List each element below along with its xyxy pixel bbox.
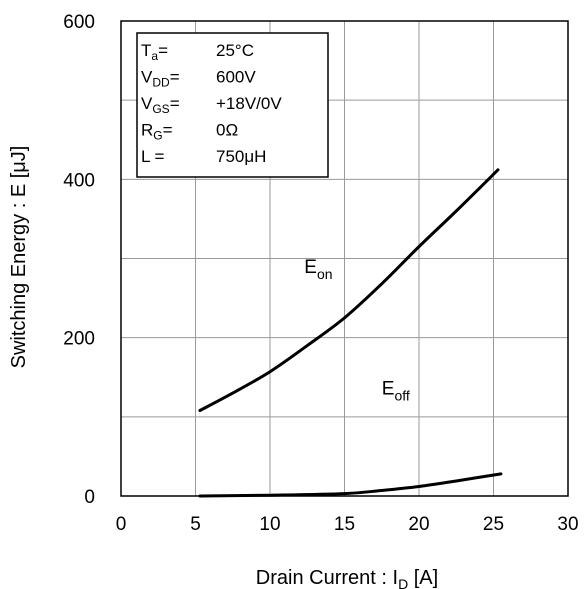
y-tick-label: 600 xyxy=(63,12,95,33)
condition-label: VGS= xyxy=(141,94,180,116)
x-tick-label: 25 xyxy=(483,514,504,535)
condition-label: L = xyxy=(141,147,165,166)
condition-label: RG= xyxy=(141,121,173,143)
series-line-eon xyxy=(198,168,500,412)
series-label-eon: Eon xyxy=(304,257,332,282)
condition-value: 600V xyxy=(216,68,256,87)
x-axis-ticks: 0 5 10 15 20 25 30 xyxy=(116,514,579,535)
x-tick-label: 5 xyxy=(190,514,201,535)
x-tick-label: 20 xyxy=(408,514,429,535)
plot-frame xyxy=(120,20,569,497)
y-axis-ticks: 0 200 400 600 xyxy=(63,12,95,508)
conditions-box: Ta= 25°C VDD= 600V VGS= +18V/0V RG= 0Ω L = 750μH xyxy=(136,32,329,178)
y-tick-label: 0 xyxy=(84,487,95,508)
y-tick-label: 200 xyxy=(63,329,95,350)
condition-value: +18V/0V xyxy=(216,94,282,113)
series-labels: Eon Eoff xyxy=(304,257,410,404)
x-tick-label: 0 xyxy=(116,514,127,535)
x-tick-label: 30 xyxy=(557,514,578,535)
series-label-eoff: Eoff xyxy=(382,379,410,404)
condition-label: Ta= xyxy=(141,41,168,63)
x-axis-label: Drain Current : ID [A] xyxy=(256,567,438,589)
condition-value: 750μH xyxy=(216,147,266,166)
condition-label: VDD= xyxy=(141,68,180,90)
series-lines xyxy=(198,168,503,498)
conditions-box-frame xyxy=(136,32,329,178)
series-line-eoff xyxy=(198,472,503,498)
y-tick-label: 400 xyxy=(63,170,95,191)
condition-value: 0Ω xyxy=(216,121,238,140)
condition-value: 25°C xyxy=(216,41,254,60)
x-tick-label: 10 xyxy=(259,514,280,535)
x-tick-label: 15 xyxy=(334,514,355,535)
y-axis-label: Switching Energy : E [μJ] xyxy=(8,146,30,369)
